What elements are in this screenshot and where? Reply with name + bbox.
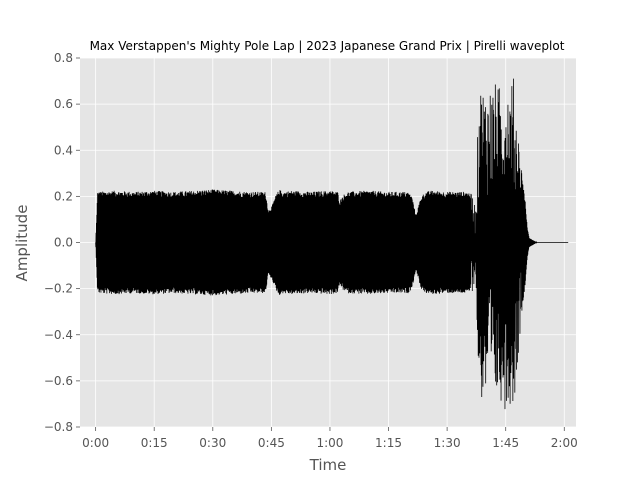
y-tick-label: 0.4 [54,143,73,157]
x-tick-label: 2:00 [551,436,578,450]
y-tick-label: −0.6 [44,374,73,388]
y-tick-label: 0.2 [54,189,73,203]
y-tick-label: 0.6 [54,97,73,111]
y-tick-label: −0.2 [44,282,73,296]
waveform-trace [95,78,569,410]
x-axis-ticks: 0:00 0:15 0:30 0:45 1:00 1:15 1:30 1:45 2:00 [82,427,578,450]
y-axis-label: Amplitude [13,205,31,282]
x-tick-label: 1:30 [434,436,461,450]
chart-title: Max Verstappen's Mighty Pole Lap | 2023 … [90,39,565,53]
x-tick-label: 0:15 [141,436,168,450]
y-axis-ticks: 0.8 0.6 0.4 0.2 0.0 −0.2 −0.4 −0.6 −0.8 [44,51,80,434]
x-axis-label: Time [309,456,347,474]
y-tick-label: 0.8 [54,51,73,65]
x-tick-label: 0:45 [258,436,285,450]
x-tick-label: 1:00 [316,436,343,450]
x-tick-label: 1:45 [492,436,519,450]
y-tick-label: −0.8 [44,420,73,434]
x-tick-label: 0:00 [82,436,109,450]
x-tick-label: 1:15 [375,436,402,450]
y-tick-label: 0.0 [54,236,73,250]
x-tick-label: 0:30 [199,436,226,450]
y-tick-label: −0.4 [44,328,73,342]
waveform [95,78,569,410]
